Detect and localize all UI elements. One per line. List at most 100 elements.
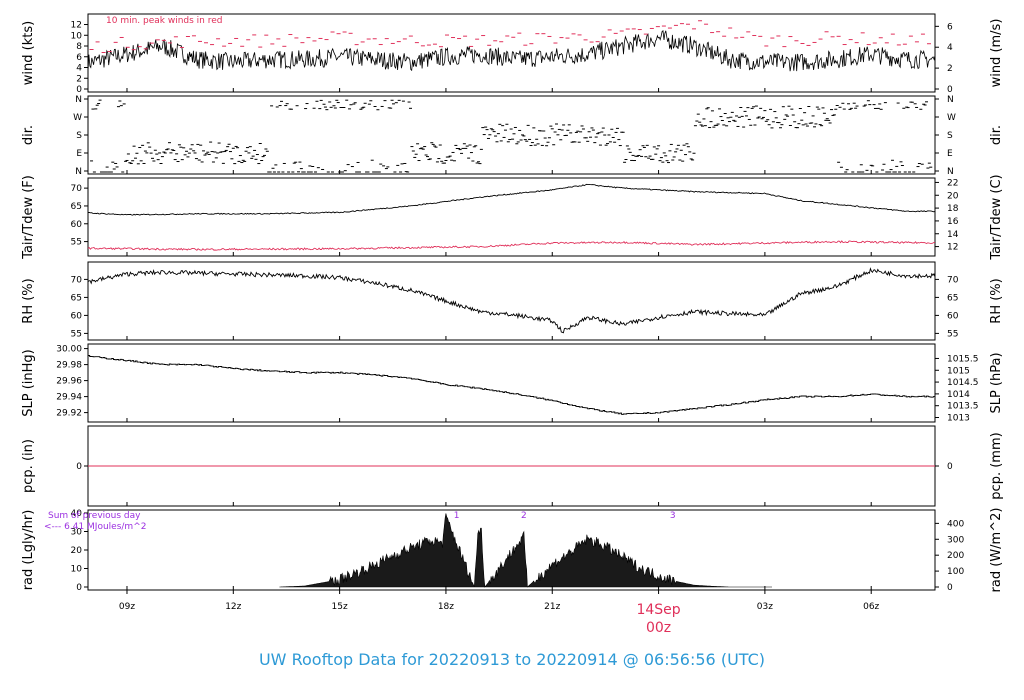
left-axis-label-rad: rad (Lgly/hr)	[21, 510, 36, 591]
right-axis-label-pcp: pcp. (mm)	[989, 432, 1004, 499]
date-marker-day: 14Sep	[636, 602, 680, 618]
left-tick-label-temp: 55	[71, 238, 82, 248]
left-axis-label-slp: SLP (inHg)	[21, 349, 36, 417]
left-tick-label-temp: 60	[71, 220, 83, 230]
right-tick-label-slp: 1015.5	[947, 354, 979, 364]
left-axis-label-rh: RH (%)	[21, 278, 36, 323]
radiation-sum-note: Sum of previous day	[48, 511, 141, 521]
radiation-marker-2: 2	[521, 511, 527, 521]
left-tick-label-dir: N	[75, 167, 82, 177]
right-tick-label-dir: S	[947, 131, 953, 141]
left-tick-label-dir: S	[76, 131, 82, 141]
right-axis-label-wind: wind (m/s)	[989, 19, 1004, 88]
radiation-marker-3: 3	[670, 511, 676, 521]
right-tick-label-temp: 16	[947, 217, 959, 227]
right-tick-label-temp: 20	[947, 191, 959, 201]
chart-title: UW Rooftop Data for 20220913 to 20220914…	[259, 650, 765, 669]
right-axis-label-rad: rad (W/m^2)	[989, 508, 1004, 593]
right-tick-label-rad: 100	[947, 567, 964, 577]
panel-frame-temp	[87, 177, 936, 257]
left-tick-label-dir: E	[76, 149, 82, 159]
x-tick-label: 09z	[119, 602, 135, 612]
right-tick-label-wind: 4	[947, 43, 953, 53]
left-tick-label-rh: 60	[71, 311, 83, 321]
air-temperature-line	[87, 183, 936, 216]
left-tick-label-rh: 65	[71, 293, 82, 303]
left-tick-label-slp: 30.00	[56, 345, 82, 355]
left-tick-label-wind: 2	[76, 74, 82, 84]
right-tick-label-rh: 60	[947, 311, 959, 321]
right-tick-label-wind: 0	[947, 85, 953, 95]
left-tick-label-slp: 29.98	[56, 361, 82, 371]
left-tick-label-wind: 10	[71, 31, 83, 41]
right-axis-label-dir: dir.	[989, 125, 1004, 145]
left-tick-label-rh: 55	[71, 329, 82, 339]
x-tick-label: 03z	[757, 602, 773, 612]
left-axis-label-temp: Tair/Tdew (F)	[21, 175, 36, 260]
left-tick-label-rad: 0	[76, 583, 82, 593]
right-tick-label-slp: 1013.5	[947, 402, 979, 412]
left-tick-label-wind: 8	[76, 42, 82, 52]
left-axis-label-dir: dir.	[21, 125, 36, 145]
panel-frame-wind	[87, 13, 936, 93]
right-tick-label-rad: 200	[947, 551, 964, 561]
panel-frame-dir	[87, 95, 936, 175]
left-tick-label-slp: 29.94	[56, 393, 82, 403]
sea-level-pressure-line	[88, 355, 936, 415]
date-marker-hour: 00z	[646, 620, 671, 636]
left-tick-label-wind: 6	[76, 53, 82, 63]
right-tick-label-wind: 2	[947, 64, 953, 74]
radiation-sum-value: <--- 6.41 MJoules/m^2	[44, 522, 146, 532]
x-tick-label: 15z	[332, 602, 348, 612]
left-tick-label-wind: 12	[71, 21, 82, 31]
right-tick-label-dir: N	[947, 95, 954, 105]
right-tick-label-temp: 12	[947, 243, 958, 253]
wind-speed-line	[87, 30, 936, 72]
right-tick-label-rh: 70	[947, 275, 959, 285]
left-tick-label-rad: 20	[71, 546, 83, 556]
left-tick-label-dir: N	[75, 95, 82, 105]
radiation-marker-1: 1	[454, 511, 460, 521]
x-tick-label: 12z	[225, 602, 241, 612]
right-tick-label-rh: 65	[947, 293, 958, 303]
left-tick-label-wind: 0	[76, 85, 82, 95]
right-axis-label-temp: Tair/Tdew (C)	[989, 174, 1004, 260]
relative-humidity-line	[87, 267, 936, 334]
right-tick-label-dir: E	[947, 149, 953, 159]
right-tick-label-temp: 22	[947, 178, 958, 188]
left-tick-label-rad: 30	[71, 528, 83, 538]
x-tick-label: 21z	[544, 602, 560, 612]
left-axis-label-wind: wind (kts)	[21, 21, 36, 85]
right-tick-label-slp: 1014.5	[947, 378, 979, 388]
right-tick-label-slp: 1015	[947, 366, 970, 376]
left-tick-label-wind: 4	[76, 64, 82, 74]
right-tick-label-dir: W	[947, 113, 956, 123]
solar-radiation-area	[279, 513, 772, 588]
right-tick-label-rad: 400	[947, 519, 964, 529]
left-tick-label-rad: 10	[71, 565, 83, 575]
right-tick-label-rh: 55	[947, 329, 958, 339]
right-tick-label-pcp: 0	[947, 462, 953, 472]
panel-frame-rh	[87, 261, 936, 341]
right-tick-label-dir: N	[947, 167, 954, 177]
left-axis-label-pcp: pcp. (in)	[21, 439, 36, 493]
right-tick-label-rad: 0	[947, 583, 953, 593]
wind-peak-note: 10 min. peak winds in red	[106, 16, 223, 26]
left-tick-label-pcp: 0	[76, 462, 82, 472]
right-tick-label-slp: 1014	[947, 390, 970, 400]
right-tick-label-temp: 18	[947, 204, 959, 214]
left-tick-label-dir: W	[73, 113, 82, 123]
right-axis-label-rh: RH (%)	[989, 278, 1004, 323]
x-tick-label: 18z	[438, 602, 454, 612]
left-tick-label-rad: 40	[71, 509, 83, 519]
right-tick-label-rad: 300	[947, 535, 964, 545]
right-tick-label-wind: 6	[947, 22, 953, 32]
right-tick-label-temp: 14	[947, 230, 959, 240]
left-tick-label-rh: 70	[71, 275, 83, 285]
left-tick-label-temp: 65	[71, 202, 82, 212]
dewpoint-line	[87, 240, 936, 251]
right-axis-label-slp: SLP (hPa)	[989, 352, 1004, 413]
left-tick-label-slp: 29.92	[56, 409, 82, 419]
x-tick-label: 06z	[863, 602, 879, 612]
